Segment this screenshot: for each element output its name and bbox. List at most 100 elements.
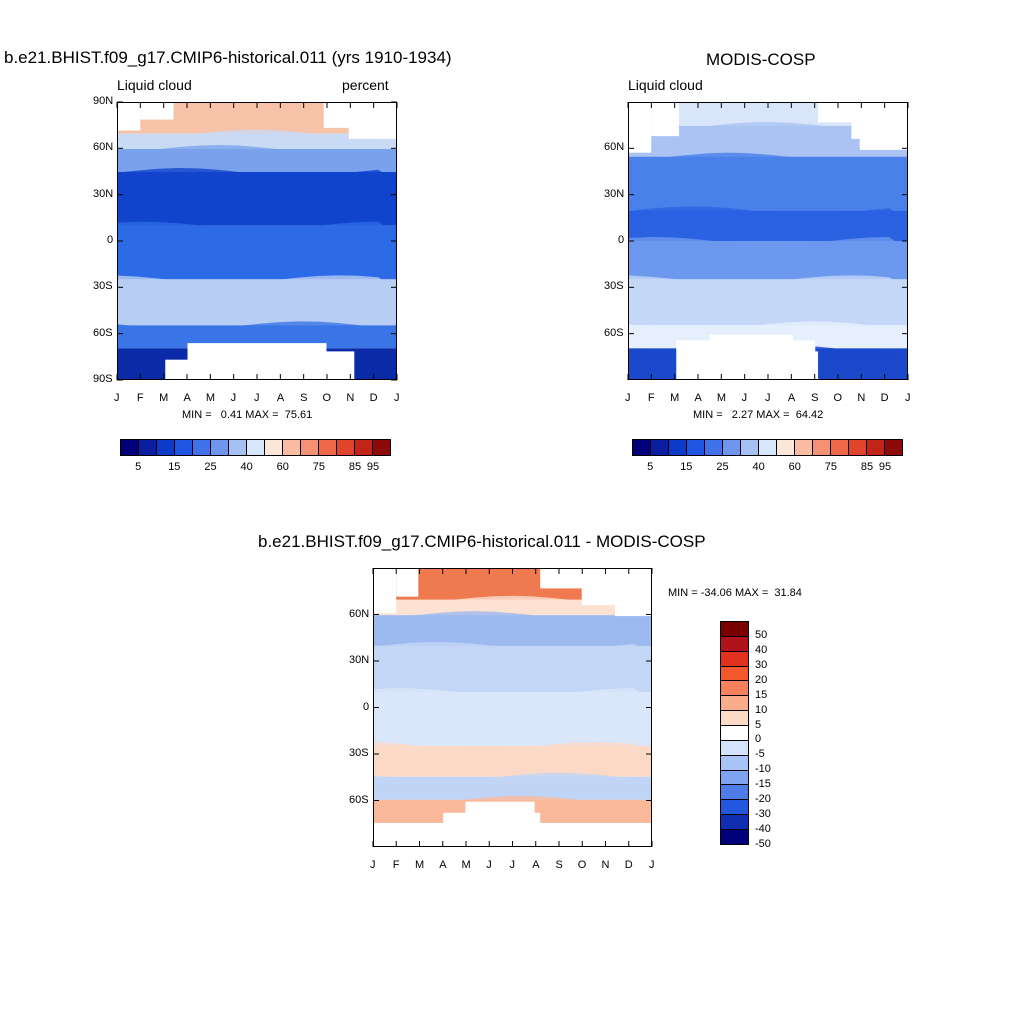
panel2-colorbar-label: 15 [680, 461, 693, 473]
panel2-colorbar-swatch-13 [867, 440, 885, 455]
panel2-colorbar-label: 5 [647, 461, 654, 473]
panel2-month-tick: A [787, 392, 796, 404]
panel1-colorbar-swatch-9 [283, 440, 301, 455]
panel2-title: MODIS-COSP [706, 50, 816, 69]
panel3-colorbar-swatch-3 [721, 666, 748, 682]
panel1-colorbar-swatch-3 [175, 440, 193, 455]
panel3-month-tick: J [509, 859, 516, 871]
contour-1 [118, 129, 396, 142]
panel3-colorbar-swatch-11 [721, 785, 748, 801]
contour-3 [118, 168, 396, 180]
panel3-month-tick: M [461, 859, 471, 871]
contour-1 [629, 122, 907, 134]
panel3-month-tick: D [624, 859, 633, 871]
panel2-month-tick: A [694, 392, 702, 404]
panel3-colorbar-label: -5 [755, 748, 765, 761]
panel2-month-tick: F [647, 392, 655, 404]
panel3-month-tick: A [439, 859, 447, 871]
panel2-colorbar-swatch-7 [759, 440, 777, 455]
panel3-colorbar-swatch-14 [721, 830, 748, 844]
contour-5 [374, 741, 651, 754]
panel1-month-tick: J [114, 392, 120, 404]
panel2-colorbar-swatch-5 [723, 440, 741, 455]
panel1-left-label: Liquid cloud [117, 77, 192, 93]
contour-4 [118, 221, 396, 234]
panel3-colorbar-label: 40 [755, 643, 768, 656]
panel1-minmax: MIN = 0.41 MAX = 75.61 [182, 409, 313, 421]
panel1-colorbar-swatch-6 [229, 440, 247, 455]
panel3-colorbar-swatch-6 [721, 711, 748, 727]
band-4 [374, 692, 651, 746]
panel3-colorbar-swatch-9 [721, 755, 748, 771]
panel1-colorbar-swatch-0 [121, 440, 139, 455]
panel1-month-tick: J [254, 392, 260, 404]
panel1-colorbar-swatch-5 [211, 440, 229, 455]
panel2-month-tick: J [741, 392, 748, 404]
panel3-colorbar-label: 20 [755, 673, 768, 686]
panel3-colorbar-swatch-2 [721, 651, 748, 667]
panel2-colorbar-label: 60 [788, 461, 801, 473]
panel2-month-tick: M [670, 392, 680, 404]
panel3-colorbar-label: -10 [755, 763, 771, 776]
missing-region-8 [534, 823, 563, 846]
panel3-colorbar-label: 10 [755, 703, 768, 716]
panel2-colorbar-label: 95 [878, 461, 892, 473]
panel2-colorbar [632, 439, 903, 456]
contour-6 [629, 321, 907, 334]
panel1-colorbar-swatch-11 [319, 440, 337, 455]
contour-4 [374, 688, 651, 701]
panel2-colorbar-swatch-8 [777, 440, 795, 455]
panel1-colorbar-swatch-4 [193, 440, 211, 455]
panel2-month-tick: N [857, 392, 866, 404]
panel1-colorbar-label: 75 [312, 461, 325, 473]
panel1-colorbar-swatch-10 [301, 440, 319, 455]
panel1-colorbar [120, 439, 391, 456]
panel3-colorbar-label: -15 [755, 778, 771, 791]
panel1-colorbar-label: 40 [240, 461, 253, 473]
panel3-title: b.e21.BHIST.f09_g17.CMIP6-historical.011… [258, 532, 706, 551]
panel3-colorbar-swatch-10 [721, 770, 748, 786]
band-2 [629, 156, 907, 211]
panel1-month-tick: S [300, 392, 308, 404]
panel3-colorbar [720, 621, 749, 845]
panel3-month-tick: N [601, 859, 610, 871]
panel2-lat-tick: 60N [604, 141, 625, 154]
panel2-plot [628, 102, 908, 380]
panel2-colorbar-swatch-9 [795, 440, 813, 455]
missing-region-5 [165, 359, 194, 379]
panel1-colorbar-swatch-13 [355, 440, 373, 455]
panel1-month-tick: A [183, 392, 191, 404]
panel2-month-tick: J [905, 392, 911, 404]
panel1-colorbar-label: 85 [348, 461, 362, 473]
panel2-colorbar-swatch-1 [651, 440, 669, 455]
panel3-colorbar-label: 5 [755, 718, 762, 731]
panel2-colorbar-label: 25 [716, 461, 729, 473]
contour-2 [629, 152, 907, 165]
panel2-lat-tick: 30S [604, 280, 624, 293]
missing-region-7 [790, 351, 819, 379]
panel2-month-tick: J [625, 392, 631, 404]
panel3-colorbar-swatch-4 [721, 681, 748, 697]
panel3-colorbar-label: -40 [755, 823, 771, 836]
panel3-minmax: MIN = -34.06 MAX = 31.84 [668, 587, 802, 599]
panel2-month-tick: J [765, 392, 771, 404]
panel1-lat-tick: 0 [107, 234, 114, 246]
panel3-colorbar-swatch-8 [721, 740, 748, 756]
panel2-month-tick: D [880, 392, 889, 404]
panel3-colorbar-swatch-7 [721, 726, 748, 741]
panel1-lat-tick: 30N [93, 187, 114, 200]
panel2-colorbar-swatch-4 [705, 440, 723, 455]
panel1-month-tick: N [346, 392, 355, 404]
panel1-colorbar-label: 95 [366, 461, 380, 473]
panel2-colorbar-swatch-2 [669, 440, 687, 455]
panel3-lat-tick: 60S [349, 793, 369, 806]
panel3-colorbar-label: -30 [755, 808, 771, 821]
panel3-month-tick: O [577, 859, 587, 871]
panel1-month-tick: M [159, 392, 169, 404]
missing-region-0 [629, 103, 652, 153]
panel3-month-tick: J [370, 859, 376, 871]
panel2-lat-tick: 0 [618, 234, 625, 246]
panel1-colorbar-swatch-8 [265, 440, 283, 455]
panel2-month-tick: M [716, 392, 726, 404]
panel1-colorbar-swatch-2 [157, 440, 175, 455]
